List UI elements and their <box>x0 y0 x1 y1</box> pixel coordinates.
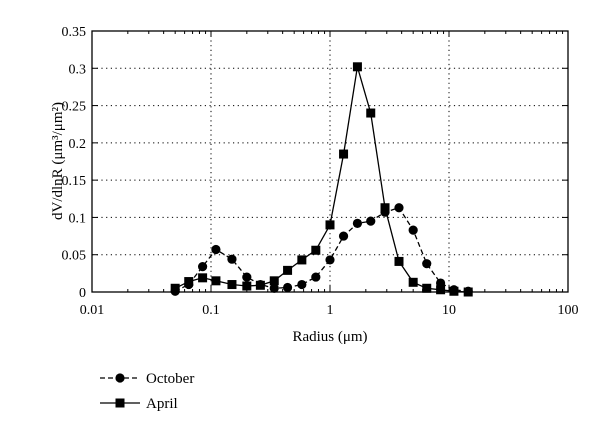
data-point-october <box>282 282 293 293</box>
data-point-april <box>380 203 390 213</box>
y-tick-label: 0.25 <box>62 100 87 115</box>
data-point-october <box>227 254 237 264</box>
data-point-october <box>311 272 321 282</box>
data-point-april <box>297 255 307 265</box>
data-point-october <box>338 231 349 241</box>
data-point-april <box>449 286 459 296</box>
x-tick-label: 1 <box>327 303 334 318</box>
data-point-april <box>325 220 335 230</box>
data-point-april <box>422 283 432 293</box>
y-tick-label: 0 <box>79 286 86 301</box>
x-tick-label: 0.1 <box>202 303 220 318</box>
legend-marker-october <box>115 373 125 383</box>
data-point-april <box>339 149 349 159</box>
data-point-april <box>184 277 194 287</box>
data-point-april <box>394 256 404 266</box>
data-point-october <box>408 225 418 235</box>
data-point-october <box>211 244 221 255</box>
data-point-april <box>211 276 221 286</box>
data-point-april <box>311 245 321 255</box>
series-line-october <box>174 206 469 292</box>
data-point-october <box>325 255 335 265</box>
data-point-april <box>436 285 446 295</box>
data-point-april <box>352 62 362 72</box>
data-point-april <box>242 281 252 291</box>
y-tick-label: 0.35 <box>62 25 87 40</box>
data-point-april <box>255 280 265 290</box>
data-point-october <box>422 259 432 269</box>
data-point-october <box>269 283 279 293</box>
x-axis-label: Radius (μm) <box>292 329 367 345</box>
y-tick-label: 0.3 <box>69 62 87 77</box>
data-point-april <box>366 108 376 118</box>
data-point-april <box>408 277 418 287</box>
series-layer <box>170 62 473 297</box>
axes-layer: 0 0.05 0.1 0.15 0.2 0.25 0.3 0.35 0.01 0.1 1 10 100 <box>62 25 579 318</box>
data-point-october <box>394 203 404 213</box>
x-tick-label: 10 <box>442 303 456 318</box>
legend-marker-april <box>115 398 125 408</box>
y-tick-label: 0.1 <box>69 211 87 226</box>
y-tick-label: 0.2 <box>69 137 87 152</box>
y-tick-label: 0.05 <box>62 249 87 264</box>
legend-label-october: October <box>146 371 194 387</box>
series-line-april <box>174 66 469 293</box>
data-point-october <box>198 262 208 272</box>
data-point-april <box>170 283 180 293</box>
x-tick-label: 0.01 <box>80 303 105 318</box>
data-point-april <box>283 265 293 275</box>
legend: October April <box>100 371 194 412</box>
y-axis-label: dV/dlnR (μm³/μm²) <box>50 102 66 220</box>
data-point-october <box>297 279 307 290</box>
x-tick-label: 100 <box>558 303 579 318</box>
legend-label-april: April <box>146 396 178 412</box>
data-point-october <box>366 216 376 226</box>
gridlines <box>92 31 568 292</box>
data-point-april <box>269 276 279 286</box>
data-point-october <box>242 272 252 282</box>
data-point-april <box>198 273 208 283</box>
data-point-april <box>227 280 237 290</box>
y-tick-label: 0.15 <box>62 174 87 189</box>
data-point-october <box>352 218 363 228</box>
